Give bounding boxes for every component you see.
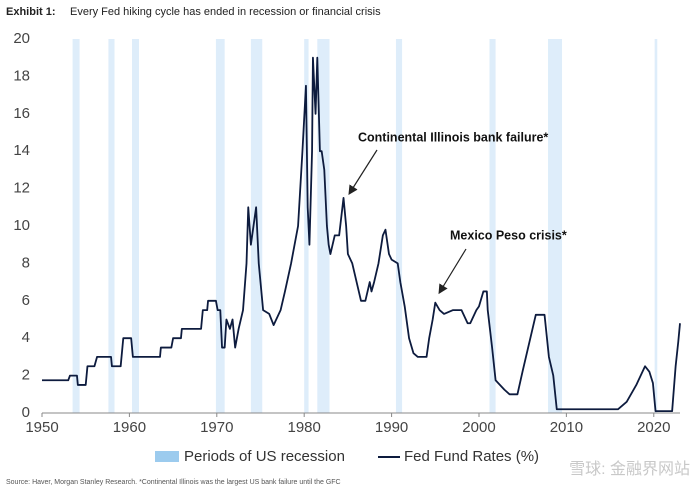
source-note: Source: Haver, Morgan Stanley Research. … [6, 479, 341, 486]
legend-swatch [155, 451, 179, 462]
y-tick-label: 16 [13, 105, 30, 122]
y-tick-label: 8 [22, 254, 30, 271]
annotation: Continental Illinois bank failure* [358, 130, 548, 144]
recession-band [132, 39, 140, 413]
legend-label: Periods of US recession [184, 448, 345, 465]
x-tick-label: 2000 [462, 419, 495, 436]
chart-title: Every Fed hiking cycle has ended in rece… [70, 6, 381, 18]
annotation-arrow [438, 248, 467, 295]
y-tick-label: 10 [13, 217, 30, 234]
recession-band [215, 39, 225, 413]
title-label: Exhibit 1: [6, 6, 56, 18]
recession-band [108, 39, 115, 413]
y-tick-label: 14 [13, 142, 30, 159]
y-tick-label: 0 [22, 404, 30, 421]
y-tick-label: 12 [13, 180, 30, 197]
x-tick-label: 1970 [200, 419, 233, 436]
recession-band [395, 39, 403, 413]
recession-band [72, 39, 80, 413]
legend-label: Fed Fund Rates (%) [404, 448, 539, 465]
annotation: Mexico Peso crisis* [450, 228, 567, 242]
x-tick-label: 1960 [113, 419, 146, 436]
recession-band [304, 39, 309, 413]
recession-band [548, 39, 563, 413]
y-tick-label: 6 [22, 292, 30, 309]
watermark: 雪球: 金融界网站 [569, 460, 690, 478]
x-tick-label: 1950 [25, 419, 58, 436]
x-tick-label: 2010 [550, 419, 583, 436]
recession-bands [72, 39, 658, 413]
y-tick-label: 4 [22, 329, 30, 346]
x-tick-label: 1990 [375, 419, 408, 436]
x-tick-label: 2020 [637, 419, 670, 436]
annotation-arrow [348, 149, 378, 196]
y-tick-label: 20 [13, 30, 30, 47]
recession-band [317, 39, 330, 413]
y-tick-label: 2 [22, 367, 30, 384]
y-tick-label: 18 [13, 67, 30, 84]
x-tick-label: 1980 [288, 419, 321, 436]
recession-band [489, 39, 496, 413]
rate-line [42, 56, 681, 413]
recession-band [654, 39, 658, 413]
